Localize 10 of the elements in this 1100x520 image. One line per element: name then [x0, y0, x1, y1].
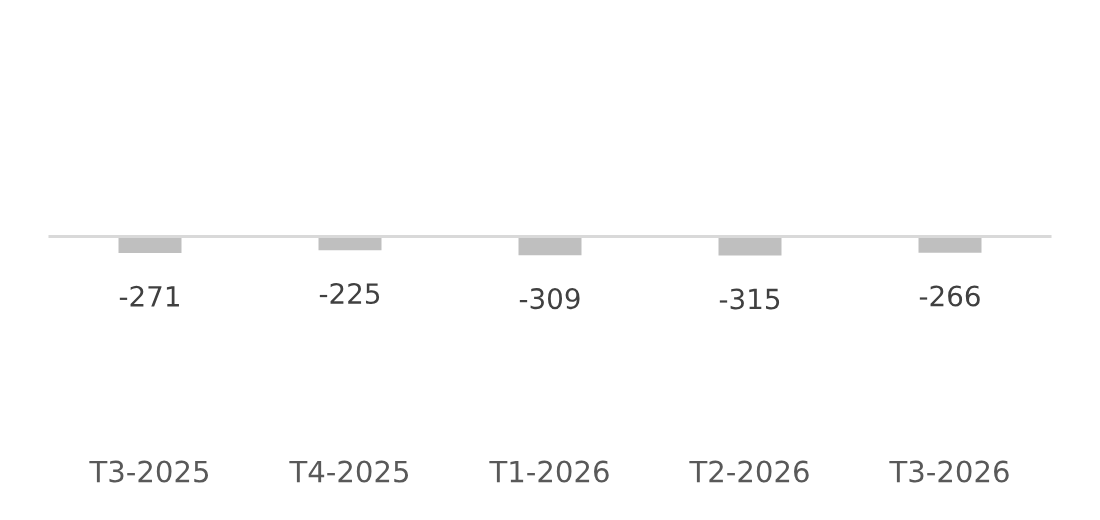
x-tick-label: T3-2025: [89, 460, 209, 483]
data-label: -271: [119, 285, 179, 307]
x-tick-label: T1-2026: [489, 460, 609, 483]
data-label: -309: [519, 288, 580, 310]
x-tick-label: T4-2025: [289, 460, 409, 483]
data-label: -266: [919, 285, 980, 307]
data-label: -225: [319, 283, 380, 305]
data-label: -315: [719, 288, 780, 310]
x-tick-label: T3-2026: [889, 460, 1009, 483]
x-tick-label: T2-2026: [689, 460, 809, 483]
